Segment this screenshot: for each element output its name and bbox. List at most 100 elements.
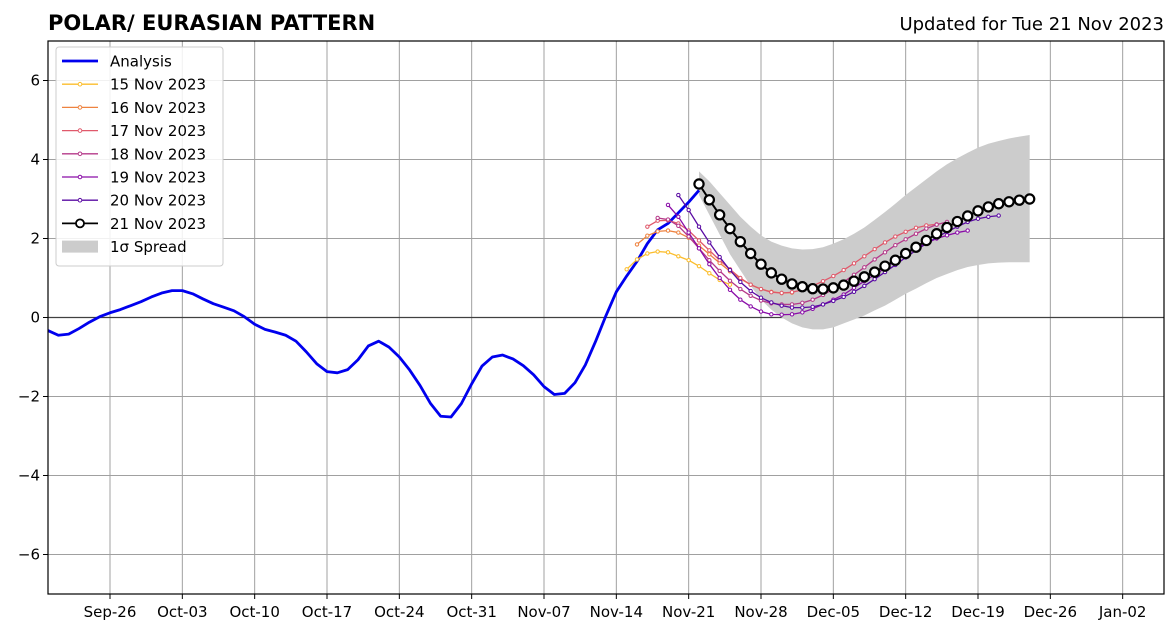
forecast-point-nov21	[724, 222, 736, 235]
forecast-point-nov17	[696, 238, 702, 243]
legend-entry-nov20: 20 Nov 2023	[62, 192, 206, 210]
forecast-point-nov21	[693, 178, 705, 190]
forecast-point-nov21	[765, 267, 778, 279]
forecast-point-nov20	[717, 254, 722, 260]
forecast-point-nov18	[676, 223, 681, 229]
forecast-point-nov19	[944, 233, 950, 238]
x-tick-label: Oct-10	[229, 603, 279, 621]
y-tick-label: 0	[30, 309, 40, 327]
x-tick-label: Nov-21	[662, 603, 715, 621]
forecast-point-nov21	[972, 205, 984, 217]
forecast-point-nov21	[755, 258, 767, 270]
forecast-point-nov17	[707, 248, 712, 253]
forecast-point-nov20	[769, 300, 774, 305]
forecast-point-nov20	[975, 216, 981, 221]
forecast-point-nov16	[707, 252, 712, 257]
legend-label: 1σ Spread	[110, 238, 187, 256]
forecast-point-nov16	[645, 233, 650, 238]
legend-label: 19 Nov 2023	[110, 169, 206, 187]
forecast-point-nov21	[889, 254, 902, 266]
forecast-point-nov19	[665, 202, 671, 208]
y-tick-label: 6	[30, 72, 40, 90]
forecast-point-nov17	[882, 240, 888, 245]
forecast-point-nov21	[775, 273, 788, 285]
forecast-point-nov18	[810, 297, 815, 302]
forecast-point-nov20	[696, 224, 702, 229]
forecast-point-nov20	[820, 302, 826, 307]
legend-marker	[77, 128, 83, 133]
legend-marker	[77, 105, 83, 110]
forecast-point-nov18	[924, 226, 929, 231]
forecast-point-nov20	[810, 304, 815, 310]
x-tick-label: Nov-28	[734, 603, 787, 621]
forecast-point-nov20	[872, 276, 877, 282]
y-tick-label: 4	[30, 151, 40, 169]
forecast-point-nov15	[655, 249, 660, 254]
forecast-point-nov16	[655, 229, 660, 234]
legend-marker	[77, 197, 83, 203]
legend-entry-nov16: 16 Nov 2023	[62, 99, 206, 117]
forecast-point-nov16	[676, 230, 681, 235]
x-tick-label: Dec-26	[1024, 603, 1078, 621]
forecast-point-nov19	[717, 275, 722, 281]
legend-label: 18 Nov 2023	[110, 145, 206, 163]
forecast-point-nov19	[955, 230, 960, 235]
forecast-point-nov21	[930, 228, 943, 240]
legend-entry-nov19: 19 Nov 2023	[62, 169, 206, 187]
forecast-point-nov21	[879, 260, 891, 272]
forecast-point-nov20	[676, 192, 681, 198]
forecast-point-nov21	[817, 283, 829, 295]
forecast-point-nov20	[862, 283, 867, 289]
forecast-point-nov19	[769, 312, 774, 317]
forecast-point-nov19	[965, 228, 970, 233]
legend-entry-analysis: Analysis	[62, 53, 172, 71]
x-tick-label: Sep-26	[84, 603, 137, 621]
legend: Analysis 15 Nov 2023 16 Nov 2023 17 Nov 202…	[55, 46, 224, 267]
forecast-point-nov18	[903, 237, 908, 242]
legend-label: 21 Nov 2023	[110, 215, 206, 233]
forecast-point-nov21	[992, 198, 1005, 210]
spread-band	[699, 135, 1030, 330]
x-tick-label: Jan-02	[1098, 603, 1147, 621]
forecast-point-nov21	[1003, 196, 1015, 208]
forecast-point-nov16	[634, 242, 640, 247]
forecast-point-nov21	[786, 278, 798, 290]
forecast-point-nov19	[789, 312, 795, 317]
forecast-point-nov17	[893, 234, 898, 239]
forecast-point-nov21	[837, 279, 850, 291]
forecast-point-nov18	[717, 268, 722, 274]
forecast-point-nov20	[986, 214, 991, 219]
legend-entry-nov18: 18 Nov 2023	[62, 145, 206, 163]
forecast-point-nov18	[686, 234, 691, 239]
y-tick-label: −4	[18, 467, 40, 485]
grid	[48, 41, 1164, 594]
x-tick-label: Oct-24	[374, 603, 424, 621]
legend-label: 20 Nov 2023	[110, 192, 206, 210]
forecast-point-nov18	[727, 278, 733, 283]
forecast-point-nov21	[982, 201, 995, 213]
forecast-point-nov21	[858, 271, 871, 283]
forecast-point-nov19	[738, 297, 743, 302]
forecast-point-nov19	[707, 261, 712, 267]
forecast-point-nov17	[789, 290, 795, 295]
axes: 6 4 2 0 −2 −4 −6 Sep-26 Oct-03 Oct-10 Oct-17 Oct-24…	[18, 40, 1165, 621]
forecast-point-nov20	[851, 289, 857, 295]
forecast-point-nov21	[1013, 194, 1026, 206]
forecast-point-nov17	[903, 229, 908, 234]
forecast-point-nov15	[676, 254, 681, 259]
x-tick-label: Dec-05	[807, 603, 861, 621]
forecast-point-nov20	[996, 213, 1001, 218]
y-tick-label: −2	[18, 388, 40, 406]
x-tick-label: Oct-17	[302, 603, 352, 621]
legend-entry-nov17: 17 Nov 2023	[62, 122, 206, 140]
forecast-point-nov18	[655, 215, 660, 221]
legend-label: Analysis	[110, 53, 172, 71]
forecast-point-nov21	[951, 215, 964, 228]
forecast-point-nov21	[899, 247, 912, 260]
forecast-point-nov20	[748, 288, 753, 294]
forecast-point-nov21	[941, 221, 953, 234]
forecast-point-nov18	[800, 300, 805, 306]
forecast-point-nov21	[703, 194, 716, 206]
forecast-point-nov18	[665, 217, 671, 222]
legend-marker	[77, 151, 83, 157]
